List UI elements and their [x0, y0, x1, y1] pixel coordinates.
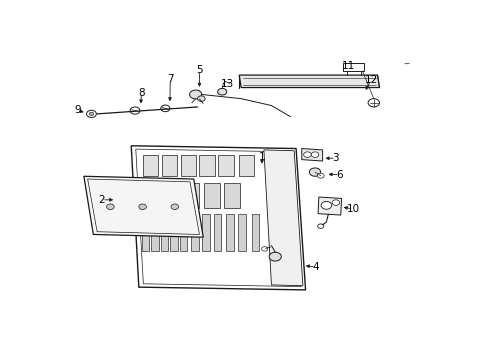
Polygon shape	[191, 214, 198, 251]
Polygon shape	[239, 75, 379, 87]
Text: 9: 9	[74, 105, 81, 115]
Text: 8: 8	[138, 87, 144, 98]
Text: 2: 2	[99, 195, 105, 205]
Circle shape	[317, 224, 323, 228]
Polygon shape	[142, 214, 149, 251]
Polygon shape	[170, 214, 178, 251]
Polygon shape	[180, 214, 187, 251]
Polygon shape	[224, 183, 240, 208]
Text: 4: 4	[312, 262, 319, 272]
Circle shape	[189, 90, 202, 99]
Polygon shape	[343, 63, 364, 71]
Circle shape	[311, 152, 318, 157]
Polygon shape	[142, 156, 158, 176]
Circle shape	[161, 105, 169, 112]
Polygon shape	[142, 183, 158, 208]
Circle shape	[317, 173, 324, 178]
Polygon shape	[213, 214, 221, 251]
Text: 11: 11	[341, 61, 354, 71]
Polygon shape	[238, 214, 245, 251]
Text: 13: 13	[220, 79, 233, 89]
Polygon shape	[225, 214, 233, 251]
Circle shape	[139, 204, 146, 210]
Polygon shape	[264, 150, 302, 286]
Circle shape	[89, 112, 94, 116]
Polygon shape	[180, 156, 195, 176]
Polygon shape	[218, 156, 233, 176]
Text: 3: 3	[332, 153, 339, 163]
Polygon shape	[202, 214, 210, 251]
Polygon shape	[151, 214, 159, 251]
Circle shape	[86, 110, 96, 117]
Text: 1: 1	[258, 152, 265, 162]
Circle shape	[261, 247, 267, 251]
Text: 12: 12	[364, 75, 377, 85]
Text: 6: 6	[336, 170, 342, 180]
Polygon shape	[161, 214, 168, 251]
Circle shape	[197, 96, 205, 102]
Circle shape	[217, 89, 226, 95]
Polygon shape	[199, 156, 214, 176]
Circle shape	[268, 252, 281, 261]
Text: 10: 10	[346, 204, 359, 214]
Circle shape	[309, 168, 320, 176]
Polygon shape	[183, 183, 199, 208]
Polygon shape	[239, 156, 254, 176]
Circle shape	[106, 204, 114, 210]
Circle shape	[321, 202, 331, 209]
Polygon shape	[251, 214, 259, 251]
Polygon shape	[317, 197, 341, 215]
Polygon shape	[163, 183, 178, 208]
Circle shape	[367, 99, 379, 107]
Circle shape	[331, 200, 339, 205]
Polygon shape	[84, 176, 203, 237]
Text: 7: 7	[166, 74, 173, 84]
Circle shape	[303, 152, 311, 157]
Circle shape	[130, 107, 140, 114]
Polygon shape	[131, 146, 305, 290]
Text: 5: 5	[196, 66, 203, 75]
Circle shape	[171, 204, 178, 210]
Polygon shape	[301, 149, 322, 161]
Polygon shape	[161, 156, 176, 176]
Polygon shape	[203, 183, 219, 208]
